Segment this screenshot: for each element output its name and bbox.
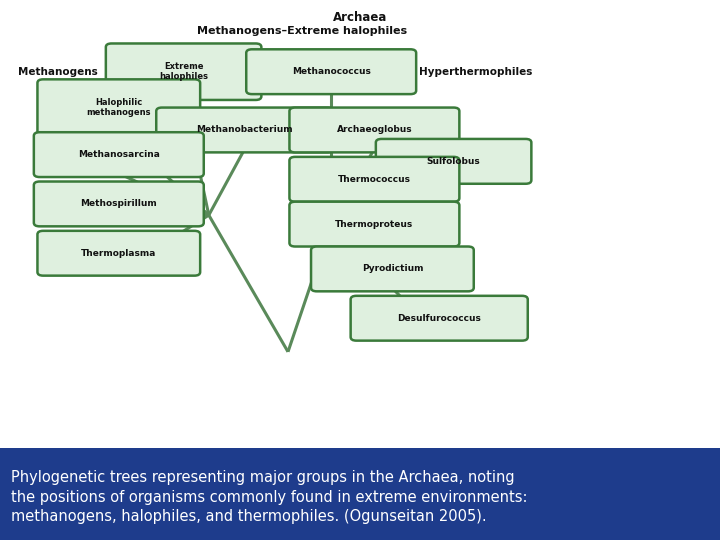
- Text: Methanobacterium: Methanobacterium: [197, 125, 293, 134]
- FancyBboxPatch shape: [34, 132, 204, 177]
- FancyBboxPatch shape: [351, 296, 528, 341]
- FancyBboxPatch shape: [156, 107, 333, 152]
- Text: Methanococcus: Methanococcus: [292, 67, 371, 76]
- FancyBboxPatch shape: [106, 44, 261, 100]
- Text: Halophilic
methanogens: Halophilic methanogens: [86, 98, 151, 117]
- Text: Archaea: Archaea: [333, 11, 387, 24]
- FancyBboxPatch shape: [289, 201, 459, 246]
- Text: Pyrodictium: Pyrodictium: [361, 265, 423, 273]
- Text: Methanosarcina: Methanosarcina: [78, 150, 160, 159]
- FancyBboxPatch shape: [311, 246, 474, 292]
- FancyBboxPatch shape: [289, 157, 459, 202]
- Text: Sulfolobus: Sulfolobus: [427, 157, 480, 166]
- FancyBboxPatch shape: [376, 139, 531, 184]
- Text: Methanogens: Methanogens: [18, 67, 97, 77]
- Text: Thermoproteus: Thermoproteus: [336, 220, 413, 228]
- FancyBboxPatch shape: [34, 181, 204, 226]
- Text: Methospirillum: Methospirillum: [81, 199, 157, 208]
- FancyBboxPatch shape: [246, 49, 416, 94]
- Text: Thermococcus: Thermococcus: [338, 175, 411, 184]
- Text: Methanogens–Extreme halophiles: Methanogens–Extreme halophiles: [197, 26, 408, 36]
- FancyBboxPatch shape: [37, 79, 200, 136]
- Text: Archaeoglobus: Archaeoglobus: [336, 125, 413, 134]
- Text: Desulfurococcus: Desulfurococcus: [397, 314, 481, 323]
- Text: Thermoplasma: Thermoplasma: [81, 249, 156, 258]
- FancyBboxPatch shape: [289, 107, 459, 152]
- Text: Hyperthermophiles: Hyperthermophiles: [418, 67, 532, 77]
- Text: Extreme
halophiles: Extreme halophiles: [159, 62, 208, 82]
- Text: Phylogenetic trees representing major groups in the Archaea, noting
the position: Phylogenetic trees representing major gr…: [11, 470, 527, 524]
- FancyBboxPatch shape: [37, 231, 200, 275]
